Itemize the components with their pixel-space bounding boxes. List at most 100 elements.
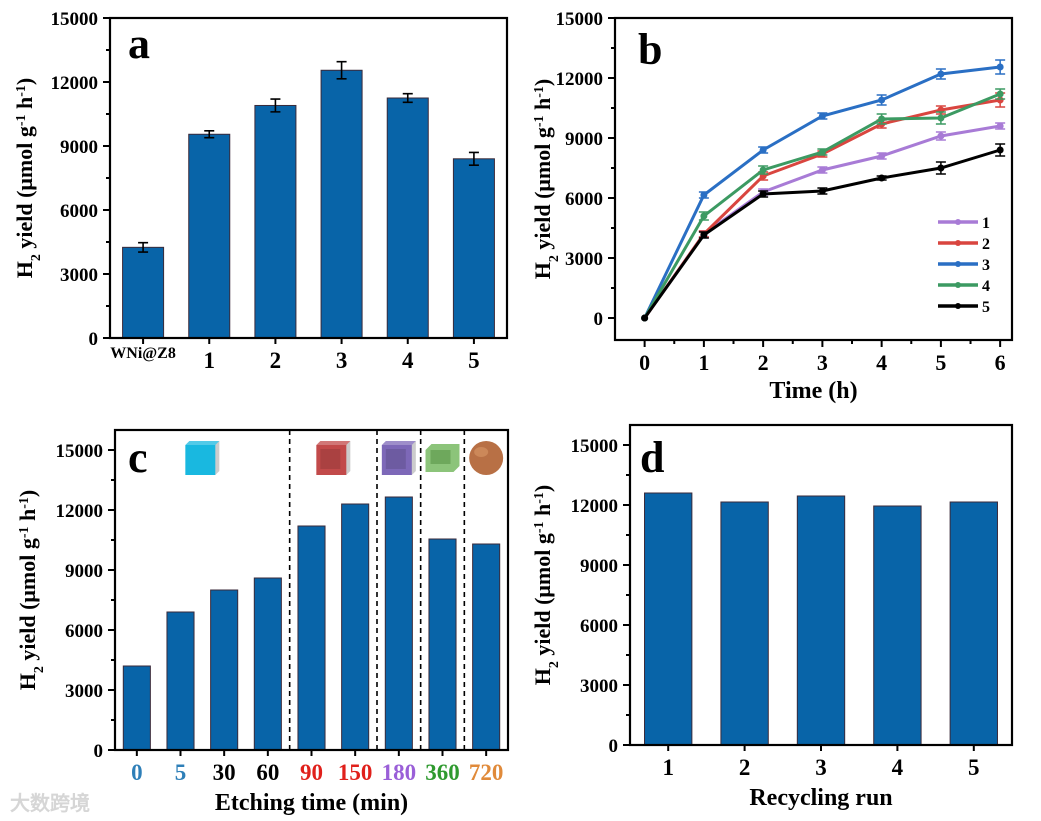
series-2: [641, 92, 1006, 322]
y-axis-label: H2 yield (μmol g-1 h-1): [12, 78, 44, 279]
y-tick-label: 9000: [60, 137, 98, 158]
y-tick-label: 6000: [60, 201, 98, 222]
x-tick-label: 4: [402, 348, 414, 373]
x-tick-label: 4: [892, 755, 904, 780]
y-axis-label: H2 yield (μmol g-1 h-1): [15, 490, 47, 691]
x-tick-label: 4: [876, 350, 887, 375]
y-tick-label: 6000: [565, 189, 603, 210]
y-label-part: 2: [547, 661, 562, 668]
x-tick-label: 720: [469, 760, 504, 785]
partly-hollow-cube-icon: [316, 441, 351, 475]
x-tick-label: 180: [382, 760, 417, 785]
bar: [386, 97, 429, 339]
y-label-part: H: [530, 262, 555, 279]
y-label-part: ): [12, 78, 37, 85]
bar: [644, 492, 693, 746]
bar: [472, 543, 501, 751]
x-tick-label: 6: [995, 350, 1006, 375]
y-tick-label: 9000: [580, 556, 618, 577]
data-point: [937, 132, 945, 140]
series-line: [643, 148, 1001, 319]
y-tick-label: 0: [94, 741, 104, 762]
plot-frame: [628, 423, 1014, 747]
legend-label: 2: [982, 236, 990, 253]
y-tick-label: 15000: [51, 9, 99, 30]
y-label-part: -1: [532, 115, 547, 127]
y-label-part: ): [530, 485, 555, 492]
legend-label: 3: [982, 257, 990, 274]
x-tick-label: 2: [270, 348, 282, 373]
x-tick-label: 1: [698, 350, 709, 375]
bar: [122, 665, 151, 751]
sphere-icon: [469, 441, 504, 475]
x-axis-label: Etching time (min): [215, 790, 408, 816]
y-tick-label: 3000: [565, 249, 603, 270]
y-tick-label: 3000: [580, 676, 618, 697]
hollow-cube-icon: [381, 441, 416, 475]
bar: [384, 496, 413, 751]
y-tick-label: 12000: [556, 69, 604, 90]
bar: [166, 611, 195, 751]
x-tick-label: 3: [336, 348, 348, 373]
bar: [720, 501, 769, 746]
y-tick-label: 15000: [56, 441, 104, 462]
x-tick-label: 5: [468, 348, 480, 373]
bar: [873, 505, 922, 746]
open-box-icon: [425, 444, 460, 472]
legend-marker: [955, 240, 961, 246]
error-bar: [336, 60, 347, 80]
data-point: [937, 164, 945, 172]
y-tick-label: 9000: [565, 129, 603, 150]
x-tick-label: 150: [338, 760, 373, 785]
legend-marker: [955, 303, 961, 309]
data-point: [996, 146, 1004, 154]
data-point: [818, 166, 826, 174]
x-tick-label: 360: [425, 760, 460, 785]
watermark: 大数跨境: [10, 791, 90, 815]
data-point: [759, 166, 767, 174]
y-axis-label: H2 yield (μmol g-1 h-1): [530, 79, 562, 280]
bar: [796, 495, 846, 746]
legend-label: 4: [982, 278, 990, 295]
panel-letter: c: [128, 433, 148, 482]
x-tick-label: 5: [935, 350, 946, 375]
y-label-part: -1: [532, 521, 547, 533]
plot-frame: [108, 16, 509, 340]
panel-letter: b: [638, 25, 662, 74]
bar: [949, 501, 998, 746]
x-axis-label: Time (h): [769, 378, 857, 404]
data-point: [878, 152, 886, 160]
x-tick-label: 2: [739, 755, 751, 780]
data-point: [759, 146, 767, 154]
y-axis-label: H2 yield (μmol g-1 h-1): [530, 485, 562, 686]
data-point: [818, 112, 826, 120]
data-point: [641, 314, 649, 322]
y-label-part: -1: [17, 526, 32, 538]
y-tick-label: 3000: [60, 265, 98, 286]
y-label-part: yield (μmol g: [530, 127, 555, 255]
y-label-part: 2: [547, 255, 562, 262]
bar: [297, 525, 326, 751]
y-label-part: -1: [532, 86, 547, 98]
y-label-part: h: [530, 504, 555, 522]
bar: [452, 158, 495, 339]
error-bar: [468, 151, 479, 166]
x-axis-label: Recycling run: [749, 785, 892, 811]
bar: [122, 246, 165, 339]
panel-letter: d: [640, 433, 664, 482]
x-tick-label: 3: [815, 755, 827, 780]
y-tick-label: 15000: [571, 436, 619, 457]
y-label-part: -1: [532, 492, 547, 504]
series-4: [641, 88, 1006, 322]
x-tick-label: 60: [256, 760, 279, 785]
data-point: [996, 90, 1004, 98]
y-tick-label: 3000: [65, 681, 103, 702]
data-point: [937, 70, 945, 78]
error-bar: [402, 92, 413, 104]
data-point: [700, 191, 708, 199]
y-tick-label: 0: [609, 736, 619, 757]
